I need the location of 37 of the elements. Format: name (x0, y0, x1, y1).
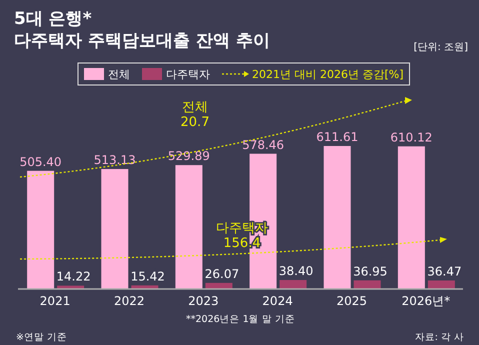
chart-subtitle: [단위: 조원] (414, 42, 468, 53)
bar (205, 282, 232, 289)
legend-label: 다주택자 (166, 68, 210, 81)
bar (101, 169, 128, 289)
bar (175, 165, 202, 289)
bar (57, 286, 84, 289)
text: 2021년 대비 2026년 증감[%] (252, 68, 404, 81)
data-label: 505.40 (20, 154, 62, 169)
bar (354, 280, 381, 289)
data-label: 529.89 (168, 149, 210, 164)
x-tick-label: 2025 (336, 294, 368, 308)
data-label: 36.47 (427, 264, 462, 278)
bar (398, 146, 425, 289)
data-label: 38.40 (278, 264, 314, 278)
x-tick-label: 2024 (262, 294, 293, 308)
text: ※연말 기준 (16, 332, 67, 343)
text: 전체 20.7 (180, 100, 210, 130)
data-label: 36.95 (353, 264, 388, 278)
bar (324, 146, 351, 289)
text: 자료: 각 사 (414, 332, 464, 343)
chart-title: 5대 은행* 다주택자 주택담보대출 잔액 추이 (14, 9, 270, 51)
bar (428, 280, 455, 289)
data-label: 15.42 (130, 269, 165, 284)
data-label: 611.61 (316, 130, 358, 144)
x-tick-label: 2023 (188, 294, 219, 308)
x-tick-label: 2022 (114, 294, 145, 308)
data-label: 578.46 (242, 138, 284, 152)
data-label: 513.13 (94, 153, 136, 168)
data-label: 14.22 (56, 270, 91, 284)
bar (27, 170, 54, 289)
x-tick-label: 2026년* (402, 294, 450, 308)
legend-label: 전체 (108, 68, 130, 81)
bar (280, 280, 307, 289)
data-label: 26.07 (204, 266, 240, 281)
data-label: 610.12 (390, 130, 432, 144)
text: **2026년은 1월 말 기준 (186, 314, 295, 325)
x-tick-label: 2021 (40, 294, 70, 308)
